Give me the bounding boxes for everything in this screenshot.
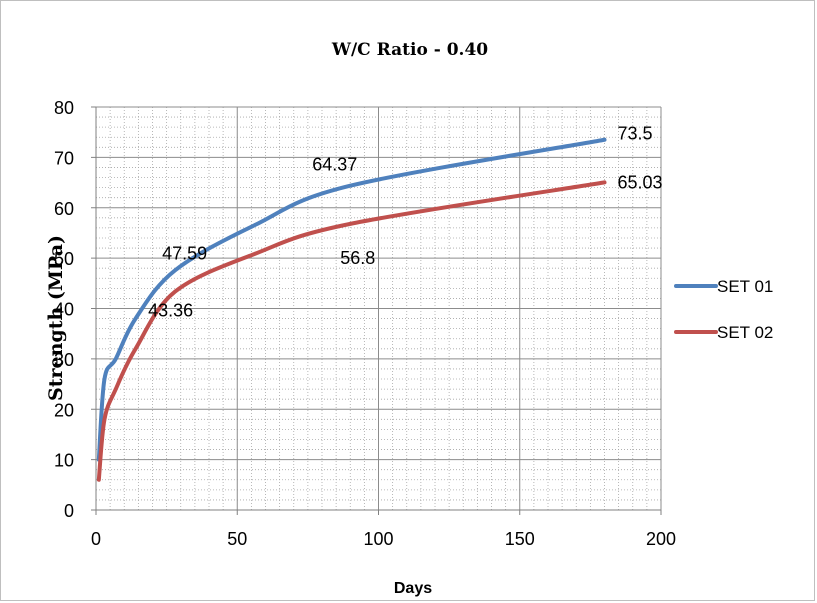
y-tick-label: 80	[54, 98, 74, 118]
data-label: 56.8	[340, 248, 375, 268]
x-axis-label: Days	[394, 580, 432, 597]
axes: 0 50 100 150 200 0 10 20 30 40 50 60 70 80	[54, 98, 676, 549]
x-tick-label: 0	[91, 529, 101, 549]
y-tick-label: 10	[54, 451, 74, 471]
data-label: 47.59	[162, 243, 207, 263]
legend: SET 01 SET 02	[674, 277, 773, 342]
y-axis-label: Strength (MPa)	[45, 235, 67, 401]
data-labels: 47.59 64.37 73.5 43.36 56.8 65.03	[148, 124, 662, 321]
grid-lines	[95, 106, 662, 511]
y-tick-label: 40	[54, 300, 74, 320]
series-line-set-02	[96, 180, 607, 482]
x-tick-label: 100	[363, 529, 393, 549]
legend-entry: SET 02	[717, 323, 773, 342]
chart-title: W/C Ratio - 0.40	[331, 40, 488, 60]
y-tick-label: 30	[54, 350, 74, 370]
series-line-set-01	[96, 137, 607, 462]
data-label: 64.37	[312, 155, 357, 175]
data-label: 73.5	[618, 124, 653, 144]
data-label: 43.36	[148, 301, 193, 321]
y-tick-label: 70	[54, 148, 74, 168]
y-tick-label: 50	[54, 249, 74, 269]
x-tick-label: 50	[227, 529, 247, 549]
y-tick-label: 0	[64, 501, 74, 521]
x-tick-label: 150	[505, 529, 535, 549]
data-label: 65.03	[618, 172, 663, 192]
series-lines	[96, 137, 607, 482]
y-tick-label: 20	[54, 400, 74, 420]
legend-entry: SET 01	[717, 277, 773, 296]
y-tick-label: 60	[54, 199, 74, 219]
x-tick-label: 200	[646, 529, 676, 549]
